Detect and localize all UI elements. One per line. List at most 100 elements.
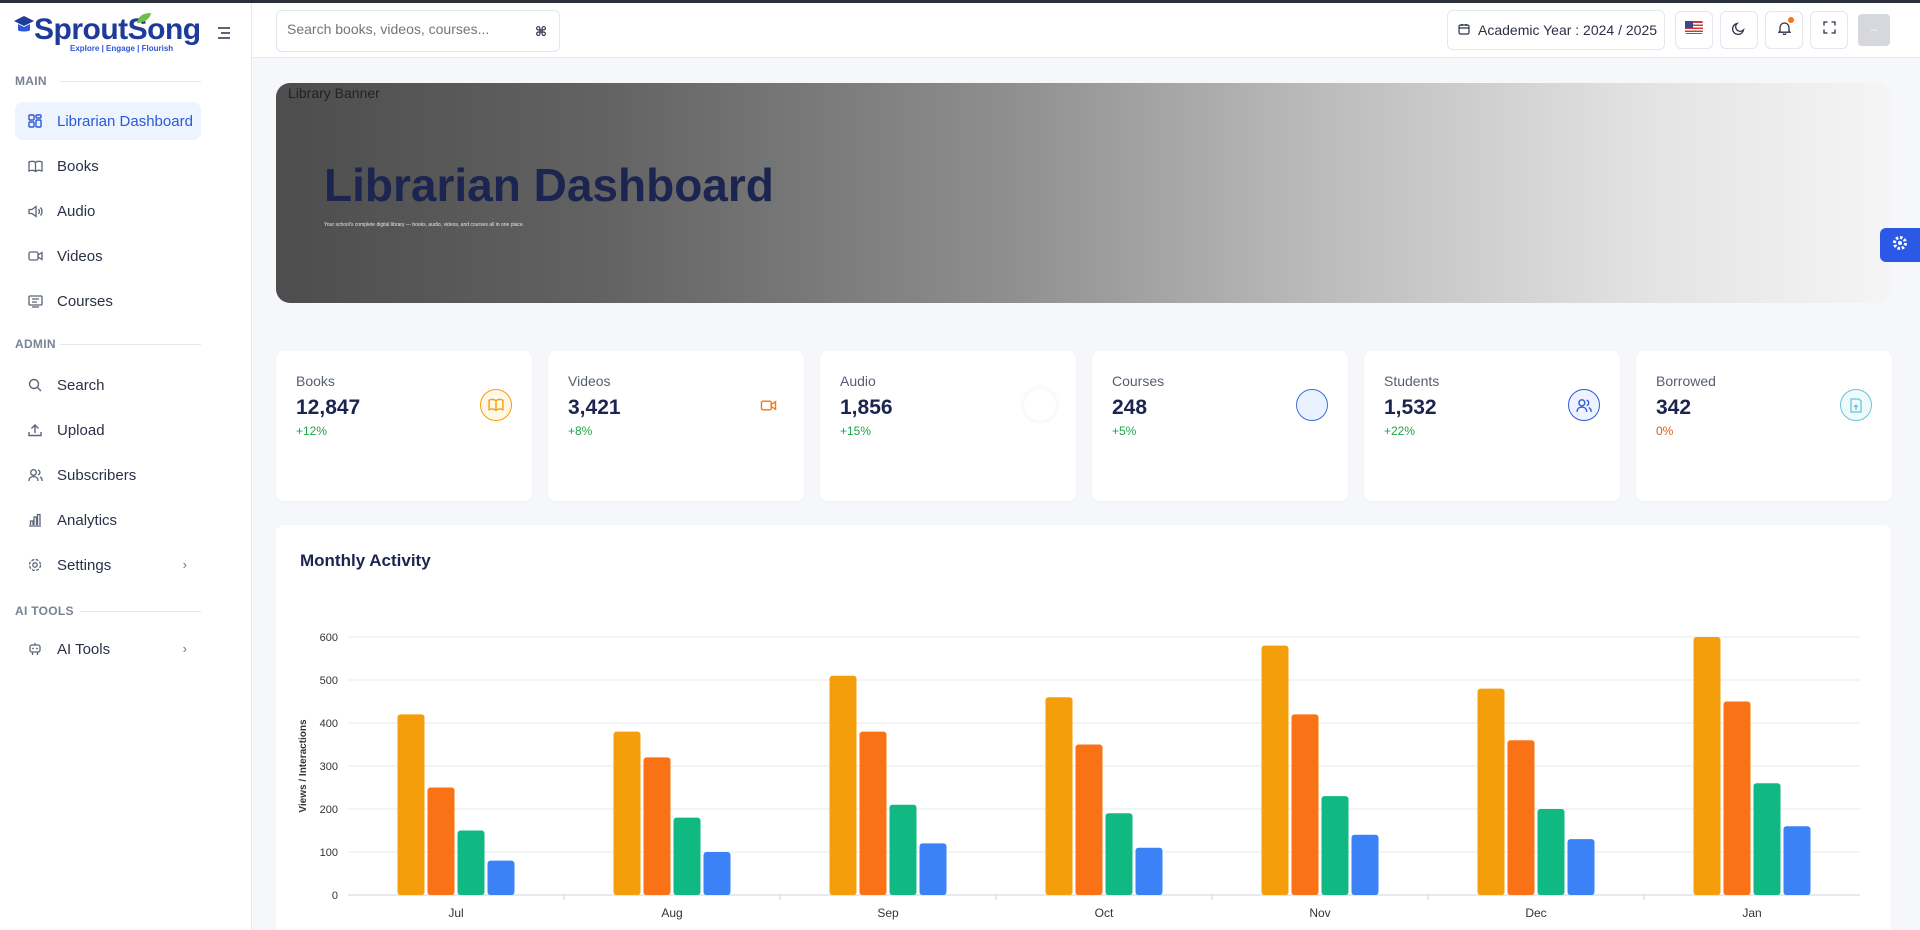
gear-icon bbox=[1892, 235, 1908, 256]
bar bbox=[919, 843, 947, 895]
stat-change: +8% bbox=[568, 424, 593, 438]
notifications-button[interactable] bbox=[1765, 11, 1803, 49]
x-tick-label: Oct bbox=[1095, 906, 1114, 920]
stat-card-audio[interactable]: Audio 1,856 +15% bbox=[820, 351, 1076, 501]
brand-logo[interactable]: SproutSong Explore | Engage | Flourish bbox=[14, 11, 204, 57]
bar bbox=[457, 830, 485, 895]
banner-image-placeholder: Library Banner bbox=[276, 85, 380, 101]
bar bbox=[673, 817, 701, 895]
bar bbox=[1537, 809, 1565, 895]
search-box[interactable]: ⌘ bbox=[276, 10, 560, 52]
sidebar-item-audio[interactable]: Audio bbox=[15, 192, 201, 230]
stat-card-books[interactable]: Books 12,847 +12% bbox=[276, 351, 532, 501]
academic-year-selector[interactable]: Academic Year : 2024 / 2025 bbox=[1447, 10, 1665, 50]
x-tick-label: Dec bbox=[1525, 906, 1546, 920]
sidebar-item-label: Upload bbox=[57, 421, 105, 439]
bar bbox=[1783, 826, 1811, 895]
page-subtitle: Your school's complete digital library —… bbox=[324, 222, 525, 228]
y-tick-label: 400 bbox=[320, 718, 338, 730]
bar bbox=[859, 731, 887, 895]
users-icon bbox=[27, 467, 43, 483]
x-tick-label: Sep bbox=[877, 906, 899, 920]
theme-settings-button[interactable] bbox=[1880, 228, 1920, 262]
stat-change: 0% bbox=[1656, 424, 1674, 438]
section-label-main: MAIN bbox=[15, 74, 47, 88]
bar bbox=[1135, 847, 1163, 895]
search-input[interactable] bbox=[287, 21, 507, 37]
stat-value: 12,847 bbox=[296, 396, 361, 419]
sidebar-item-label: Books bbox=[57, 157, 99, 175]
monthly-activity-panel: Monthly Activity 0 100 200 300 400 500 600 View… bbox=[276, 525, 1891, 930]
bar bbox=[703, 852, 731, 895]
stat-label: Borrowed bbox=[1656, 373, 1716, 389]
notification-dot bbox=[1788, 17, 1794, 23]
section-label-ai-tools: AI TOOLS bbox=[15, 604, 74, 618]
sidebar: SproutSong Explore | Engage | Flourish M… bbox=[0, 3, 252, 930]
sidebar-item-upload[interactable]: Upload bbox=[15, 411, 201, 449]
sidebar-item-ai-tools[interactable]: AI Tools › bbox=[15, 630, 201, 668]
topbar: ⌘ Academic Year : 2024 / 2025 -- bbox=[252, 3, 1920, 58]
sidebar-item-videos[interactable]: Videos bbox=[15, 237, 201, 275]
bar bbox=[1261, 645, 1289, 895]
stat-card-videos[interactable]: Videos 3,421 +8% bbox=[548, 351, 804, 501]
avatar[interactable]: -- bbox=[1858, 14, 1890, 46]
stat-change: +22% bbox=[1384, 424, 1416, 438]
library-banner: Library Banner Librarian Dashboard Your … bbox=[276, 83, 1891, 303]
sidebar-item-label: Audio bbox=[57, 202, 96, 220]
bar bbox=[1753, 783, 1781, 895]
audio-icon bbox=[1024, 389, 1056, 421]
bar bbox=[397, 714, 425, 895]
x-tick-label: Jul bbox=[448, 906, 463, 920]
language-button[interactable] bbox=[1675, 11, 1713, 49]
academic-year-label: Academic Year : 2024 / 2025 bbox=[1478, 22, 1658, 38]
sidebar-item-subscribers[interactable]: Subscribers bbox=[15, 456, 201, 494]
stat-label: Videos bbox=[568, 373, 611, 389]
bar bbox=[1507, 740, 1535, 895]
stat-card-courses[interactable]: Courses 248 +5% bbox=[1092, 351, 1348, 501]
section-label-admin: ADMIN bbox=[15, 337, 56, 351]
bar bbox=[1045, 697, 1073, 895]
y-tick-label: 600 bbox=[320, 632, 338, 644]
book-icon bbox=[480, 389, 512, 421]
stat-card-students[interactable]: Students 1,532 +22% bbox=[1364, 351, 1620, 501]
panel-title: Monthly Activity bbox=[300, 551, 431, 570]
video-icon bbox=[27, 248, 43, 264]
y-axis-label: Views / Interactions bbox=[298, 719, 309, 813]
bar bbox=[1693, 637, 1721, 895]
y-tick-label: 300 bbox=[320, 761, 338, 773]
sidebar-item-search[interactable]: Search bbox=[15, 366, 201, 404]
bar bbox=[643, 757, 671, 895]
bar bbox=[889, 804, 917, 895]
y-tick-label: 0 bbox=[332, 890, 338, 902]
x-tick-label: Aug bbox=[661, 906, 682, 920]
command-key-icon: ⌘ bbox=[534, 24, 547, 39]
video-icon bbox=[752, 389, 784, 421]
logo-cap-icon bbox=[12, 13, 36, 44]
search-icon bbox=[27, 377, 43, 393]
sidebar-item-analytics[interactable]: Analytics bbox=[15, 501, 201, 539]
sidebar-item-settings[interactable]: Settings › bbox=[15, 546, 201, 584]
borrow-icon bbox=[1840, 389, 1872, 421]
bar bbox=[487, 860, 515, 895]
brand-tagline: Explore | Engage | Flourish bbox=[70, 44, 174, 53]
sidebar-item-label: Librarian Dashboard bbox=[57, 112, 193, 130]
sidebar-item-librarian-dashboard[interactable]: Librarian Dashboard bbox=[15, 102, 201, 140]
sidebar-item-books[interactable]: Books bbox=[15, 147, 201, 185]
dark-mode-toggle[interactable] bbox=[1720, 11, 1758, 49]
stat-change: +15% bbox=[840, 424, 872, 438]
bar bbox=[1351, 834, 1379, 895]
bar bbox=[427, 787, 455, 895]
bar bbox=[1291, 714, 1319, 895]
fullscreen-button[interactable] bbox=[1810, 11, 1848, 49]
y-tick-label: 200 bbox=[320, 804, 338, 816]
courses-icon bbox=[27, 293, 43, 309]
sidebar-item-courses[interactable]: Courses bbox=[15, 282, 201, 320]
analytics-icon bbox=[27, 512, 43, 528]
menu-toggle-icon[interactable] bbox=[214, 23, 234, 43]
bar bbox=[1477, 688, 1505, 895]
upload-icon bbox=[27, 422, 43, 438]
page-title: Librarian Dashboard bbox=[324, 159, 774, 211]
stat-card-borrowed[interactable]: Borrowed 342 0% bbox=[1636, 351, 1892, 501]
calendar-icon bbox=[1458, 22, 1470, 38]
sidebar-item-label: Search bbox=[57, 376, 105, 394]
